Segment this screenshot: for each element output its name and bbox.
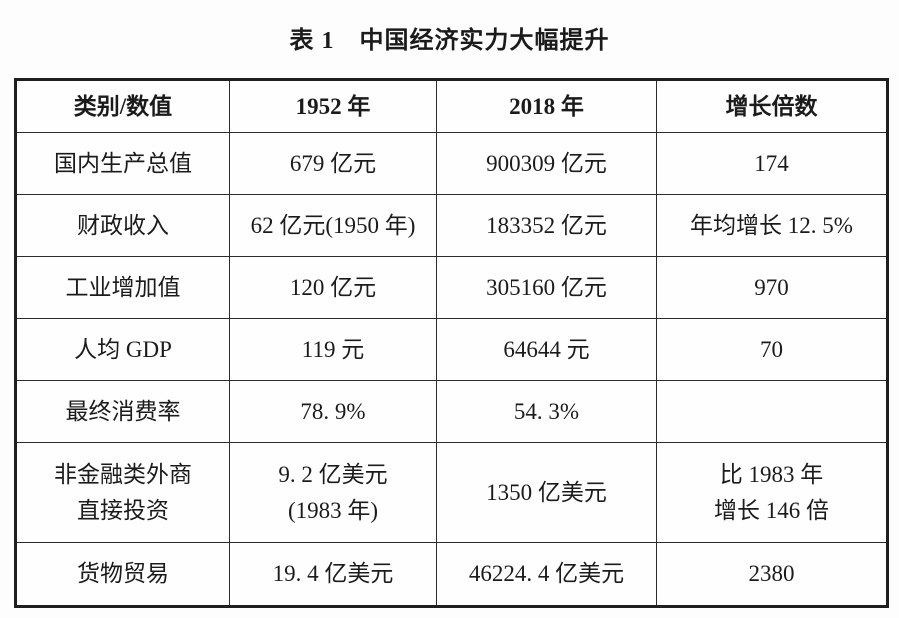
table-cell: 19. 4 亿美元 xyxy=(229,542,437,607)
table-cell: 970 xyxy=(656,256,888,319)
table-cell: 财政收入 xyxy=(15,194,230,257)
table-row-gdp-per-capita: 人均 GDP 119 元 64644 元 70 xyxy=(15,318,888,381)
table-cell: 人均 GDP xyxy=(15,318,230,381)
table-caption: 表 1 中国经济实力大幅提升 xyxy=(289,28,610,54)
table-cell: 120 亿元 xyxy=(229,256,437,319)
table-cell: 64644 元 xyxy=(436,318,657,381)
table-cell: 900309 亿元 xyxy=(436,132,657,195)
table-cell: 比 1983 年 增长 146 倍 xyxy=(656,442,888,543)
table-cell: 国内生产总值 xyxy=(15,132,230,195)
table-cell: 679 亿元 xyxy=(229,132,437,195)
table-header-row: 类别/数值 1952 年 2018 年 增长倍数 xyxy=(15,79,888,133)
table-cell: 9. 2 亿美元 (1983 年) xyxy=(229,442,437,543)
table-cell xyxy=(656,380,888,443)
table-cell: 54. 3% xyxy=(436,380,657,443)
column-header-category: 类别/数值 xyxy=(15,79,230,133)
table-row-fiscal-revenue: 财政收入 62 亿元(1950 年) 183352 亿元 年均增长 12. 5% xyxy=(15,194,888,257)
table-cell: 70 xyxy=(656,318,888,381)
table-cell: 1350 亿美元 xyxy=(436,442,657,543)
table-row-gdp: 国内生产总值 679 亿元 900309 亿元 174 xyxy=(15,132,888,195)
column-header-1952: 1952 年 xyxy=(229,79,437,133)
table-cell: 119 元 xyxy=(229,318,437,381)
table-cell: 最终消费率 xyxy=(15,380,230,443)
economy-table: 类别/数值 1952 年 2018 年 增长倍数 国内生产总值 679 亿元 9… xyxy=(14,78,889,608)
column-header-growth: 增长倍数 xyxy=(656,79,888,133)
column-header-2018: 2018 年 xyxy=(436,79,657,133)
table-cell: 305160 亿元 xyxy=(436,256,657,319)
table-cell: 183352 亿元 xyxy=(436,194,657,257)
table-row-fdi: 非金融类外商 直接投资 9. 2 亿美元 (1983 年) 1350 亿美元 比… xyxy=(15,442,888,543)
table-cell: 年均增长 12. 5% xyxy=(656,194,888,257)
table-row-goods-trade: 货物贸易 19. 4 亿美元 46224. 4 亿美元 2380 xyxy=(15,542,888,607)
table-row-industrial-added-value: 工业增加值 120 亿元 305160 亿元 970 xyxy=(15,256,888,319)
table-cell: 非金融类外商 直接投资 xyxy=(15,442,230,543)
table-cell: 46224. 4 亿美元 xyxy=(436,542,657,607)
table-cell: 2380 xyxy=(656,542,888,607)
table-cell: 78. 9% xyxy=(229,380,437,443)
table-cell: 货物贸易 xyxy=(15,542,230,607)
table-cell: 62 亿元(1950 年) xyxy=(229,194,437,257)
table-row-final-consumption-rate: 最终消费率 78. 9% 54. 3% xyxy=(15,380,888,443)
table-cell: 174 xyxy=(656,132,888,195)
table-cell: 工业增加值 xyxy=(15,256,230,319)
